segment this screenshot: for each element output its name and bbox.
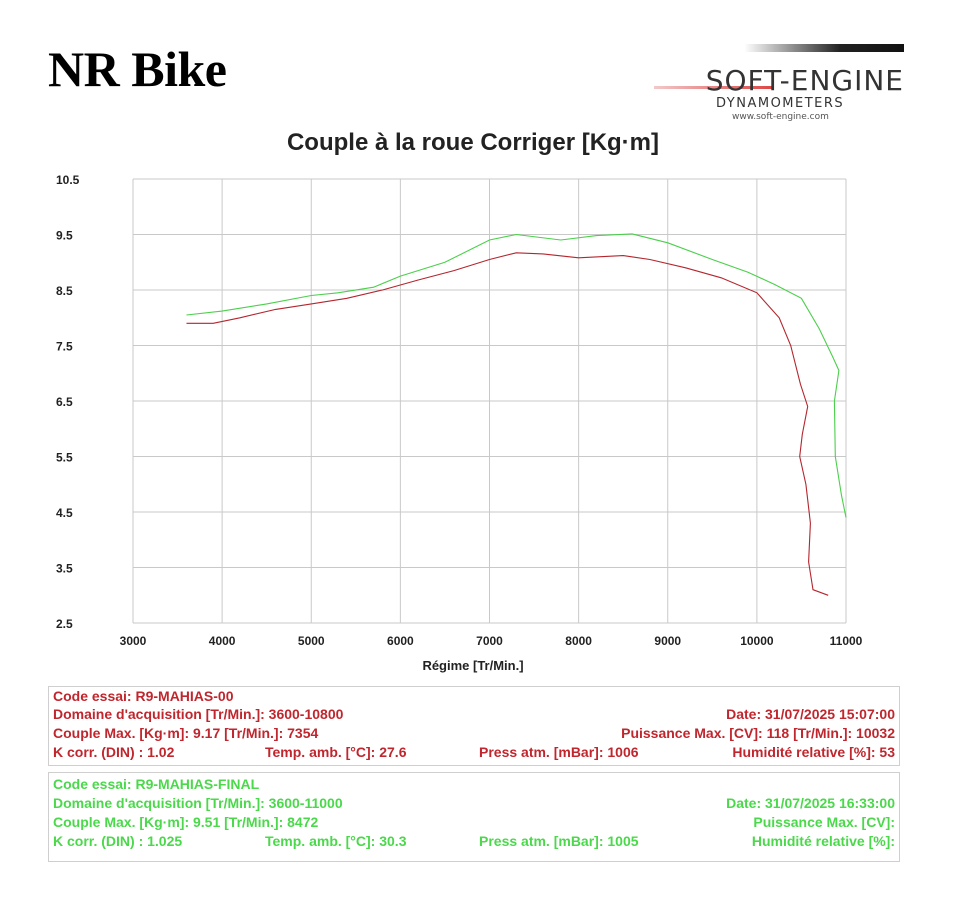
logo-url: www.soft-engine.com [732,112,829,122]
run1-code: Code essai: R9-MAHIAS-00 [53,688,234,704]
run2-info-panel: Code essai: R9-MAHIAS-FINAL Domaine d'ac… [48,772,900,862]
logo-sub-text: DYNAMOMETERS [716,96,845,111]
logo-bar [744,44,904,52]
run1-date: Date: 31/07/2025 15:07:00 [726,706,895,722]
y-tick-6.5: 6.5 [56,395,73,409]
run1-row-4: K corr. (DIN) : 1.02 Temp. amb. [°C]: 27… [49,744,899,763]
run2-row-1: Code essai: R9-MAHIAS-FINAL [49,776,899,795]
run2-couple: Couple Max. [Kg·m]: 9.51 [Tr/Min.]: 8472 [53,814,319,830]
run2-humid: Humidité relative [%]: [751,833,895,849]
series-line-2 [186,233,847,518]
run2-puissance: Puissance Max. [CV]: [753,814,895,830]
run2-kcorr: K corr. (DIN) : 1.025 [53,833,183,849]
run1-row-3: Couple Max. [Kg·m]: 9.17 [Tr/Min.]: 7354… [49,725,899,744]
x-tick-8000: 8000 [565,634,592,648]
run2-row-2: Domaine d'acquisition [Tr/Min.]: 3600-11… [49,795,899,814]
x-tick-4000: 4000 [209,634,236,648]
run1-puissance: Puissance Max. [CV]: 118 [Tr/Min.]: 1003… [621,725,895,741]
x-tick-3000: 3000 [120,634,147,648]
run1-humid: Humidité relative [%]: 53 [732,744,895,760]
x-tick-7000: 7000 [476,634,503,648]
y-tick-9.5: 9.5 [56,229,73,243]
run2-press: Press atm. [mBar]: 1005 [479,833,639,849]
chart-title: Couple à la roue Corriger [Kg·m] [286,129,660,156]
x-tick-9000: 9000 [654,634,681,648]
y-tick-4.5: 4.5 [56,506,73,520]
run2-code: Code essai: R9-MAHIAS-FINAL [53,776,260,792]
run2-domaine: Domaine d'acquisition [Tr/Min.]: 3600-11… [53,795,343,811]
run2-date: Date: 31/07/2025 16:33:00 [726,795,895,811]
x-tick-6000: 6000 [387,634,414,648]
y-tick-2.5: 2.5 [56,617,73,631]
run1-kcorr: K corr. (DIN) : 1.02 [53,744,175,760]
run1-row-2: Domaine d'acquisition [Tr/Min.]: 3600-10… [49,706,899,725]
run1-couple: Couple Max. [Kg·m]: 9.17 [Tr/Min.]: 7354 [53,725,319,741]
torque-chart: 3000 4000 5000 6000 7000 8000 9000 10000 11000 1… [56,173,863,673]
y-tick-5.5: 5.5 [56,451,73,465]
x-tick-labels: 3000 4000 5000 6000 7000 8000 9000 10000 11000 [120,634,863,648]
x-axis-label: Régime [Tr/Min.] [422,658,523,673]
run1-press: Press atm. [mBar]: 1006 [479,744,639,760]
series-line-1 [186,252,829,596]
run2-row-4: K corr. (DIN) : 1.025 Temp. amb. [°C]: 3… [49,833,899,852]
y-tick-10.5: 10.5 [56,173,80,187]
logo-main-text: SOFT-ENGINE [705,64,904,97]
y-tick-7.5: 7.5 [56,340,73,354]
run1-info-panel: Code essai: R9-MAHIAS-00 Domaine d'acqui… [48,686,900,766]
run2-row-3: Couple Max. [Kg·m]: 9.51 [Tr/Min.]: 8472… [49,814,899,833]
y-tick-8.5: 8.5 [56,284,73,298]
run1-temp: Temp. amb. [°C]: 27.6 [265,744,407,760]
x-tick-10000: 10000 [740,634,774,648]
logo-swoosh [654,86,774,89]
y-tick-3.5: 3.5 [56,562,73,576]
brand-title: NR Bike [48,41,227,97]
chart-grid [132,178,847,624]
run2-temp: Temp. amb. [°C]: 30.3 [265,833,407,849]
x-tick-5000: 5000 [298,634,325,648]
soft-engine-logo: SOFT-ENGINE DYNAMOMETERS www.soft-engine… [652,42,904,126]
y-tick-labels: 10.5 9.5 8.5 7.5 6.5 5.5 4.5 3.5 2.5 [56,173,80,631]
run1-domaine: Domaine d'acquisition [Tr/Min.]: 3600-10… [53,706,344,722]
chart-series [186,233,847,596]
x-tick-11000: 11000 [830,634,863,648]
run1-row-1: Code essai: R9-MAHIAS-00 [49,688,899,707]
